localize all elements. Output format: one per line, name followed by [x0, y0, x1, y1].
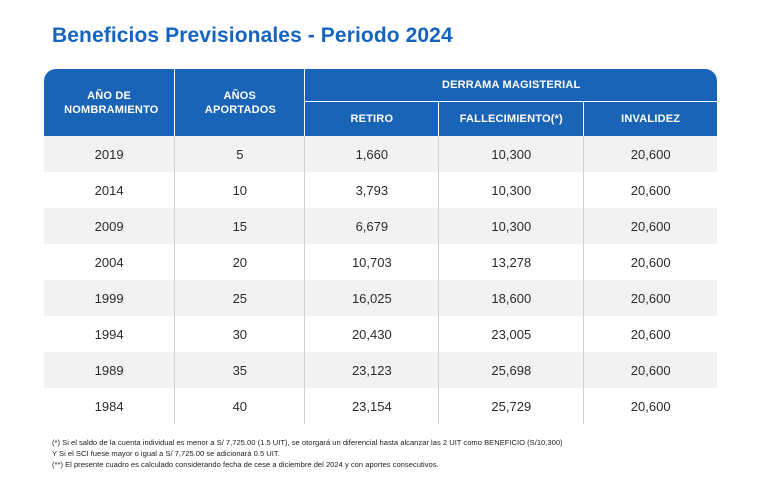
cell-invalidez: 20,600: [583, 352, 717, 388]
cell-aportados: 40: [174, 388, 304, 424]
cell-anio: 2019: [44, 136, 175, 172]
cell-anio: 2004: [94, 254, 124, 270]
header-anio-label: AÑO DE NOMBRAMIENTO: [64, 89, 159, 116]
cell-aportados: 5: [174, 136, 305, 172]
cell-anio: 2014: [94, 182, 124, 198]
cell-invalidez: 20,600: [583, 244, 717, 280]
header-aportados-label: AÑOS APORTADOS: [204, 89, 277, 116]
cell-fallecimiento: 25,698: [438, 352, 584, 388]
benefits-table: AÑO DE NOMBRAMIENTO AÑOS APORTADOS DERRA…: [44, 69, 717, 424]
table-row: 1984 40 23,154 25,729 20,600: [44, 388, 717, 424]
table-row: 1989 35 23,123 25,698 20,600: [44, 352, 717, 388]
cell-fallecimiento: 18,600: [438, 280, 584, 316]
cell-fallecimiento: 13,278: [438, 244, 583, 280]
cell-retiro: 6,679: [304, 208, 439, 244]
cell-aportados: 10: [174, 172, 304, 208]
cell-anio: 1989: [44, 352, 175, 388]
cell-retiro: 3,793: [304, 172, 438, 208]
cell-aportados: 30: [174, 316, 304, 352]
cell-retiro: 23,154: [304, 388, 438, 424]
cell-aportados: 15: [174, 208, 305, 244]
cell-fallecimiento: 10,300: [438, 208, 584, 244]
footnote: Y Si el SCI fuese mayor o igual a S/ 7,7…: [52, 449, 280, 458]
cell-fallecimiento: 10,300: [438, 136, 584, 172]
footnotes: (*) Si el saldo de la cuenta individual …: [52, 437, 732, 470]
header-derrama-magisterial: DERRAMA MAGISTERIAL: [304, 69, 717, 102]
page-title: Beneficios Previsionales - Periodo 2024: [52, 24, 453, 47]
cell-anio: 1984: [94, 398, 124, 414]
table-row: 1999 25 16,025 18,600 20,600: [44, 280, 717, 316]
footnote: (*) Si el saldo de la cuenta individual …: [52, 438, 563, 447]
cell-anio: 2009: [44, 208, 175, 244]
cell-invalidez: 20,600: [583, 172, 717, 208]
footnote: (**) El presente cuadro es calculado con…: [52, 460, 439, 469]
header-invalidez: INVALIDEZ: [583, 102, 717, 136]
cell-invalidez: 20,600: [583, 280, 717, 316]
cell-anio: 1999: [44, 280, 175, 316]
table-row: 2014 10 3,793 10,300 20,600: [44, 172, 717, 208]
table-row: 1994 30 20,430 23,005 20,600: [44, 316, 717, 352]
header-anios-aportados: AÑOS APORTADOS: [174, 69, 305, 136]
cell-retiro: 1,660: [304, 136, 439, 172]
header-fallecimiento: FALLECIMIENTO(*): [438, 102, 584, 136]
cell-invalidez: 20,600: [583, 388, 717, 424]
table-row: 2019 5 1,660 10,300 20,600: [44, 136, 717, 172]
cell-invalidez: 20,600: [583, 136, 717, 172]
cell-retiro: 10,703: [304, 244, 438, 280]
cell-aportados: 25: [174, 280, 305, 316]
cell-aportados: 35: [174, 352, 305, 388]
header-anio-nombramiento: AÑO DE NOMBRAMIENTO: [44, 69, 175, 136]
cell-fallecimiento: 23,005: [438, 316, 583, 352]
cell-fallecimiento: 25,729: [438, 388, 583, 424]
cell-invalidez: 20,600: [583, 316, 717, 352]
table-row: 2009 15 6,679 10,300 20,600: [44, 208, 717, 244]
cell-fallecimiento: 10,300: [438, 172, 583, 208]
cell-retiro: 16,025: [304, 280, 439, 316]
cell-retiro: 23,123: [304, 352, 439, 388]
cell-anio: 1994: [94, 326, 124, 342]
header-retiro: RETIRO: [304, 102, 439, 136]
cell-aportados: 20: [174, 244, 304, 280]
cell-retiro: 20,430: [304, 316, 438, 352]
table-row: 2004 20 10,703 13,278 20,600: [44, 244, 717, 280]
cell-invalidez: 20,600: [583, 208, 717, 244]
